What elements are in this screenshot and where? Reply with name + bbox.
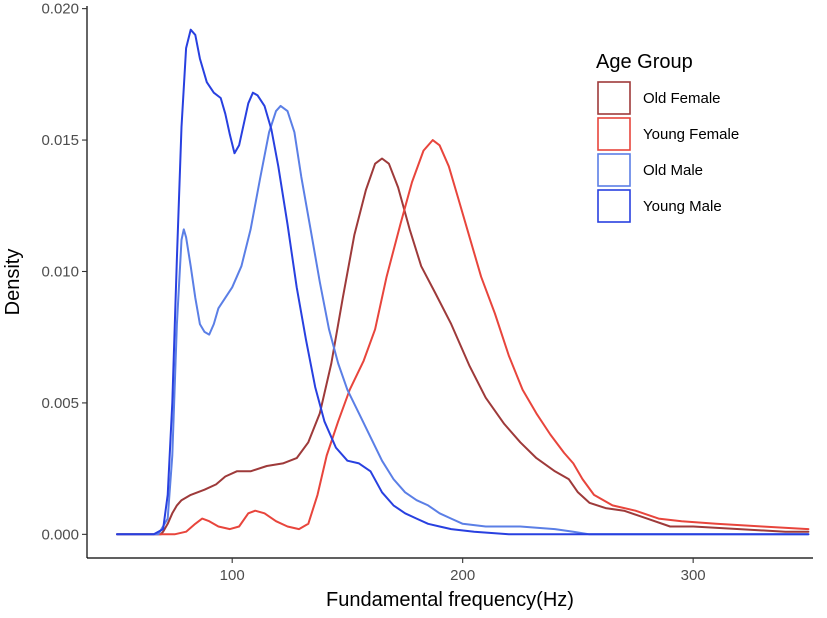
legend-label: Young Male xyxy=(643,198,722,215)
plot-area: 0.000 0.005 0.010 0.015 0.020 100 200 300 xyxy=(41,1,813,584)
legend-key xyxy=(597,81,631,115)
legend-key xyxy=(597,117,631,151)
series-line-young-male xyxy=(116,28,810,536)
series-lines xyxy=(116,28,810,536)
legend-entries: Old Female Young Female Old Male Young Male xyxy=(597,81,739,223)
y-tick-label: 0.015 xyxy=(41,132,79,149)
x-axis-title: Fundamental frequency(Hz) xyxy=(326,589,574,611)
legend-key xyxy=(597,153,631,187)
x-tick-label: 100 xyxy=(220,567,245,584)
legend: Age Group Old Female Young Female Old Male… xyxy=(596,51,739,223)
series-line-old-male xyxy=(116,104,810,536)
x-tick-label: 200 xyxy=(450,567,475,584)
series-line-young-female xyxy=(116,139,810,536)
legend-label: Old Male xyxy=(643,162,703,179)
y-axis-ticks: 0.000 0.005 0.010 0.015 0.020 xyxy=(41,1,87,543)
y-axis-title: Density xyxy=(2,249,24,316)
series-line-old-female xyxy=(116,157,810,536)
y-tick-label: 0.005 xyxy=(41,395,79,412)
x-axis-ticks: 100 200 300 xyxy=(220,558,706,584)
legend-label: Young Female xyxy=(643,126,739,143)
y-tick-label: 0.020 xyxy=(41,1,79,18)
y-tick-label: 0.000 xyxy=(41,526,79,543)
x-tick-label: 300 xyxy=(681,567,706,584)
y-tick-label: 0.010 xyxy=(41,263,79,280)
legend-label: Old Female xyxy=(643,90,721,107)
legend-title: Age Group xyxy=(596,51,693,73)
legend-key xyxy=(597,189,631,223)
